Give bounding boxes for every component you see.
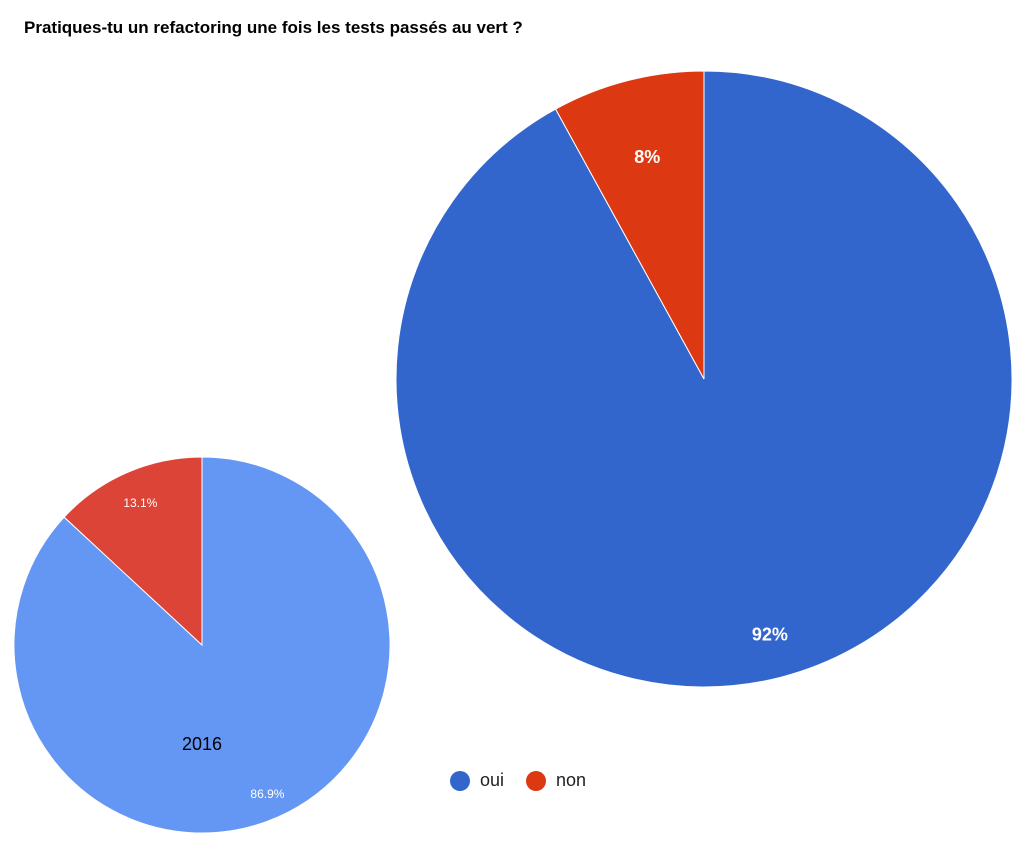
pie1-label-non: 8% bbox=[634, 147, 660, 167]
pie2-label-oui: 86.9% bbox=[250, 787, 284, 801]
legend-label-non: non bbox=[556, 770, 587, 790]
chart-title: Pratiques-tu un refactoring une fois les… bbox=[24, 18, 523, 37]
legend-swatch-non bbox=[526, 770, 547, 791]
pie2-slice-non bbox=[63, 456, 203, 647]
pie2-title: 2016 bbox=[182, 734, 222, 754]
legend-item-non: non bbox=[526, 770, 586, 791]
legend-swatch-oui bbox=[450, 770, 470, 791]
pie1-label-oui: 92% bbox=[752, 624, 788, 644]
pie2-label-non: 13.1% bbox=[123, 496, 157, 510]
legend-label-oui: oui bbox=[480, 770, 505, 790]
legend: oui non bbox=[450, 770, 586, 791]
legend-item-oui: oui bbox=[450, 770, 504, 791]
pie1-slice-non bbox=[554, 70, 705, 380]
